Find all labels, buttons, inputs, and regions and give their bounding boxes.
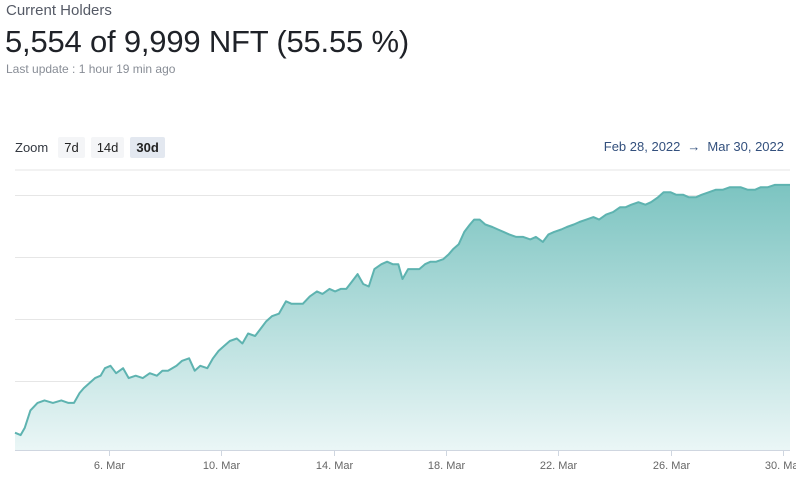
x-tick-label: 14. Mar <box>316 460 354 472</box>
range-start-date: Feb 28, 2022 <box>603 139 681 154</box>
x-tick-label: 30. Mar <box>765 460 796 472</box>
x-tick-label: 18. Mar <box>428 460 466 472</box>
x-tick-label: 22. Mar <box>540 460 578 472</box>
series-area <box>15 184 790 450</box>
range-end-date: Mar 30, 2022 <box>707 139 784 154</box>
zoom-30d-button[interactable]: 30d <box>130 137 165 158</box>
header-label: Current Holders <box>6 2 112 19</box>
zoom-7d-button[interactable]: 7d <box>58 137 85 158</box>
zoom-14d-button[interactable]: 14d <box>90 137 125 158</box>
date-range: Feb 28, 2022 → Mar 30, 2022 <box>604 139 784 154</box>
zoom-controls: Zoom 7d 14d 30d <box>15 137 171 158</box>
x-tick-label: 10. Mar <box>203 460 241 472</box>
last-update-text: Last update : 1 hour 19 min ago <box>6 62 176 76</box>
range-arrow: → <box>687 139 701 154</box>
zoom-label: Zoom <box>15 140 49 155</box>
x-tick-label: 6. Mar <box>94 460 126 472</box>
x-tick-label: 26. Mar <box>653 460 691 472</box>
series-line <box>14 183 790 437</box>
holders-headline: 5,554 of 9,999 NFT (55.55 %) <box>5 24 409 59</box>
